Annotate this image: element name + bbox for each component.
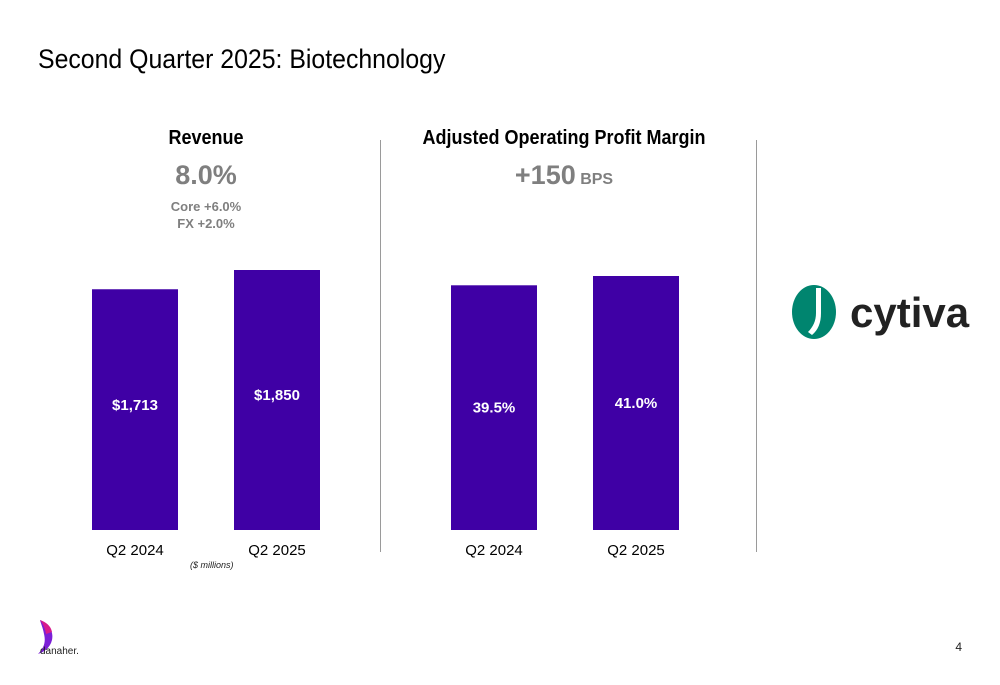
revenue-category-label-1: Q2 2024 xyxy=(106,542,164,559)
slide-title: Second Quarter 2025: Biotechnology xyxy=(38,44,446,74)
units-note: ($ millions) xyxy=(190,560,234,570)
revenue-fx-growth: FX +2.0% xyxy=(177,216,235,231)
margin-bar-value-label-2: 41.0% xyxy=(615,395,658,412)
margin-title: Adjusted Operating Profit Margin xyxy=(422,127,706,149)
panel-divider-left xyxy=(380,140,381,552)
revenue-bar-2 xyxy=(234,270,320,530)
margin-change-value: +150 xyxy=(514,160,576,190)
revenue-growth-value: 8.0% xyxy=(175,160,237,190)
revenue-bar-1 xyxy=(92,289,178,530)
margin-change: +150 BPS xyxy=(384,160,744,191)
cytiva-mark-icon xyxy=(792,285,836,339)
panel-divider-right xyxy=(756,140,757,552)
revenue-breakdown: Core +6.0% FX +2.0% xyxy=(106,198,306,232)
cytiva-wordmark: cytiva xyxy=(850,289,970,336)
revenue-growth: 8.0% xyxy=(26,160,386,191)
margin-change-unit: BPS xyxy=(580,171,614,188)
danaher-logo: danaher. xyxy=(38,620,79,657)
revenue-bar-value-label-2: $1,850 xyxy=(254,387,300,404)
danaher-wordmark: danaher. xyxy=(40,646,79,657)
margin-bar-2 xyxy=(593,276,679,530)
margin-bar-value-label-1: 39.5% xyxy=(473,400,516,417)
margin-category-label-1: Q2 2024 xyxy=(465,542,523,559)
revenue-bar-value-label-1: $1,713 xyxy=(112,397,158,414)
margin-bar-1 xyxy=(451,285,537,530)
revenue-title: Revenue xyxy=(168,127,244,149)
revenue-category-label-2: Q2 2025 xyxy=(248,542,306,559)
revenue-core-growth: Core +6.0% xyxy=(170,199,242,214)
margin-category-label-2: Q2 2025 xyxy=(607,542,665,559)
page-number: 4 xyxy=(955,640,962,654)
cytiva-logo: cytiva xyxy=(792,285,970,339)
